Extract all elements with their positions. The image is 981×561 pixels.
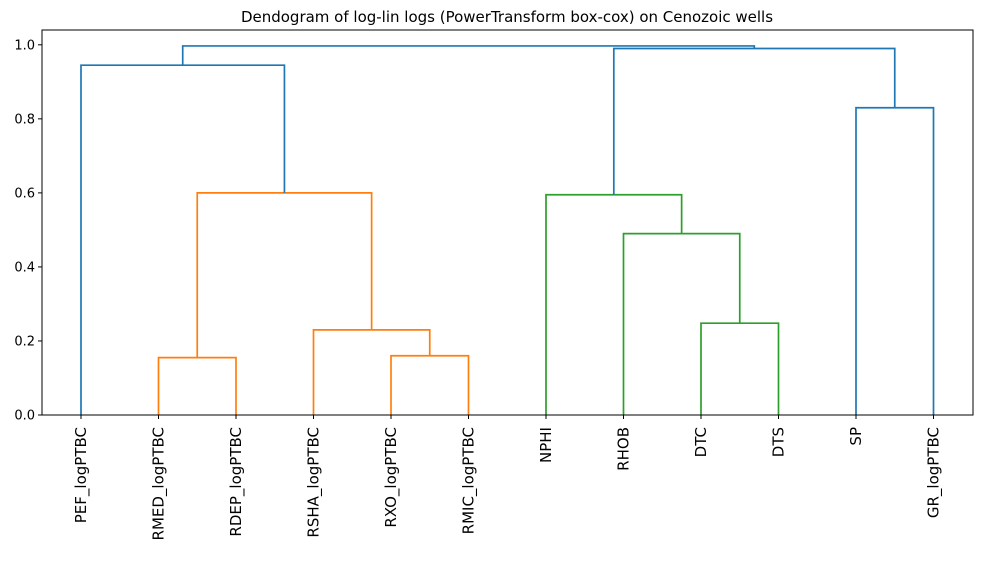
y-tick-label: 1.0	[14, 38, 35, 53]
leaf-label: RMIC_logPTBC	[460, 427, 479, 534]
leaf-label: RMED_logPTBC	[150, 427, 169, 540]
leaf-label: PEF_logPTBC	[72, 427, 91, 523]
leaf-label: NPHI	[537, 427, 555, 463]
leaf-label: SP	[847, 427, 865, 446]
link-A	[157, 356, 237, 415]
link-J	[612, 47, 896, 195]
x-axis: PEF_logPTBC RMED_logPTBC RDEP_logPTBC RSHA_…	[72, 415, 944, 540]
leaf-label: RDEP_logPTBC	[227, 427, 246, 537]
link-D	[196, 192, 373, 358]
leaf-label: DTC	[692, 427, 710, 457]
leaf-label: DTS	[770, 427, 788, 457]
leaf-label: GR_logPTBC	[925, 427, 944, 518]
y-tick-label: 0.6	[14, 186, 35, 201]
y-tick-label: 0.4	[14, 260, 35, 275]
leaf-label: RSHA_logPTBC	[305, 427, 324, 538]
link-G	[622, 232, 741, 415]
link-I	[855, 106, 935, 415]
plot-lines	[80, 45, 935, 415]
y-tick-label: 0.2	[14, 334, 35, 349]
chart-title: Dendogram of log-lin logs (PowerTransfor…	[241, 8, 773, 26]
y-tick-label: 0.8	[14, 112, 35, 127]
leaf-label: RHOB	[615, 427, 633, 471]
link-C	[312, 329, 431, 415]
link-F	[700, 322, 780, 415]
link-B	[390, 354, 470, 415]
link-H	[545, 193, 683, 415]
y-axis: 0.0 0.2 0.4 0.6 0.8 1.0	[14, 38, 42, 424]
axes-frame	[41, 29, 974, 416]
link-K	[181, 45, 756, 66]
link-E	[80, 64, 286, 415]
y-tick-label: 0.0	[14, 409, 35, 424]
leaf-label: RXO_logPTBC	[382, 427, 401, 528]
